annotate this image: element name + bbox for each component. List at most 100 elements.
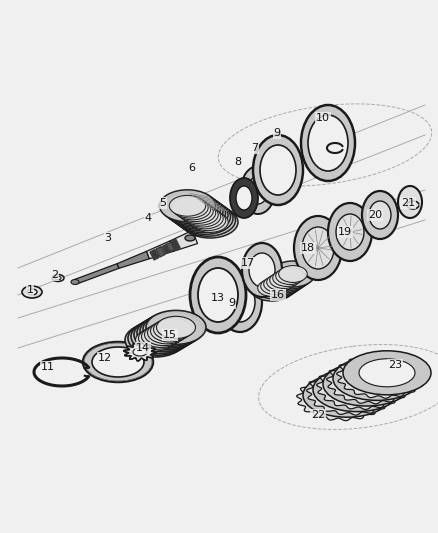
Ellipse shape (302, 227, 334, 269)
Ellipse shape (250, 275, 294, 301)
Ellipse shape (354, 361, 410, 390)
Text: 9: 9 (273, 128, 281, 138)
Ellipse shape (189, 210, 226, 231)
Ellipse shape (174, 199, 211, 220)
Polygon shape (171, 239, 180, 251)
Polygon shape (307, 370, 397, 415)
Ellipse shape (259, 269, 303, 295)
Ellipse shape (137, 316, 197, 350)
Ellipse shape (359, 359, 415, 387)
Ellipse shape (319, 381, 375, 409)
Ellipse shape (270, 271, 298, 288)
Ellipse shape (230, 178, 258, 218)
Text: 14: 14 (136, 343, 150, 353)
Text: 16: 16 (271, 290, 285, 300)
Ellipse shape (329, 376, 385, 403)
Ellipse shape (301, 105, 355, 181)
Text: 19: 19 (338, 227, 352, 237)
Ellipse shape (125, 323, 185, 357)
Ellipse shape (131, 319, 191, 353)
Ellipse shape (187, 208, 223, 229)
Text: 10: 10 (316, 113, 330, 123)
Text: 17: 17 (241, 258, 255, 268)
Ellipse shape (179, 203, 215, 223)
Text: 15: 15 (163, 330, 177, 340)
Ellipse shape (343, 351, 431, 395)
Ellipse shape (242, 243, 282, 297)
Ellipse shape (313, 368, 401, 411)
Text: 3: 3 (105, 233, 112, 243)
Polygon shape (327, 359, 417, 404)
Ellipse shape (145, 324, 184, 345)
Ellipse shape (192, 212, 228, 232)
Ellipse shape (180, 204, 236, 236)
Ellipse shape (198, 268, 238, 322)
Ellipse shape (265, 265, 309, 291)
Ellipse shape (22, 286, 42, 298)
Ellipse shape (174, 200, 230, 232)
Text: 20: 20 (368, 210, 382, 220)
Text: 21: 21 (401, 198, 415, 208)
Ellipse shape (349, 365, 405, 392)
Ellipse shape (92, 347, 144, 377)
Ellipse shape (261, 278, 290, 294)
Polygon shape (117, 251, 149, 268)
Ellipse shape (308, 115, 348, 171)
Text: 12: 12 (98, 353, 112, 363)
Polygon shape (162, 244, 171, 254)
Text: 5: 5 (159, 198, 166, 208)
Ellipse shape (267, 273, 295, 290)
Ellipse shape (83, 342, 153, 382)
Ellipse shape (344, 367, 400, 395)
Text: 22: 22 (311, 410, 325, 420)
Ellipse shape (334, 373, 390, 401)
Ellipse shape (323, 362, 411, 406)
Ellipse shape (52, 274, 64, 281)
Ellipse shape (324, 378, 380, 406)
Ellipse shape (248, 176, 268, 204)
Ellipse shape (153, 318, 192, 340)
Ellipse shape (276, 268, 304, 285)
Ellipse shape (156, 317, 195, 338)
Ellipse shape (241, 166, 275, 214)
Ellipse shape (190, 257, 246, 333)
Ellipse shape (253, 273, 297, 299)
Text: 23: 23 (388, 360, 402, 370)
Ellipse shape (328, 203, 372, 261)
Polygon shape (156, 246, 165, 257)
Ellipse shape (279, 265, 307, 282)
Ellipse shape (314, 384, 370, 412)
Ellipse shape (177, 201, 213, 222)
Ellipse shape (27, 289, 37, 295)
Ellipse shape (55, 276, 61, 280)
Text: 13: 13 (211, 293, 225, 303)
Polygon shape (317, 364, 407, 409)
Ellipse shape (172, 199, 228, 231)
Text: 18: 18 (301, 243, 315, 253)
Ellipse shape (159, 190, 215, 222)
Ellipse shape (225, 282, 255, 322)
Ellipse shape (182, 204, 218, 225)
Ellipse shape (218, 272, 262, 332)
Ellipse shape (362, 191, 398, 239)
Ellipse shape (264, 276, 292, 293)
Ellipse shape (133, 348, 147, 356)
Ellipse shape (182, 206, 238, 238)
Text: 11: 11 (41, 362, 55, 372)
Ellipse shape (170, 197, 226, 229)
Polygon shape (166, 242, 175, 252)
Ellipse shape (71, 279, 79, 285)
Ellipse shape (273, 270, 301, 286)
Ellipse shape (369, 201, 391, 229)
Ellipse shape (162, 191, 218, 224)
Ellipse shape (294, 216, 342, 280)
Polygon shape (74, 264, 119, 284)
Polygon shape (297, 375, 387, 421)
Ellipse shape (140, 314, 200, 348)
Ellipse shape (165, 193, 220, 225)
Polygon shape (124, 343, 156, 361)
Ellipse shape (262, 267, 306, 293)
Ellipse shape (143, 312, 203, 346)
Ellipse shape (167, 195, 223, 227)
Ellipse shape (336, 214, 364, 250)
